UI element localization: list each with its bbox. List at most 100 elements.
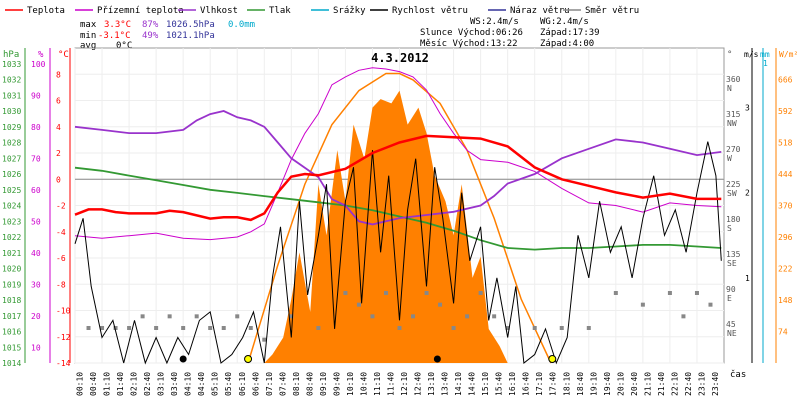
axis-hpa-tick: 1027 bbox=[2, 154, 21, 163]
axis-temp-tick: 8 bbox=[56, 70, 61, 79]
x-tick-label: 10:40 bbox=[359, 372, 368, 396]
axis-dir-label: N bbox=[727, 84, 732, 93]
info-moonset: Západ:4:00 bbox=[540, 39, 594, 49]
stats-max-hum: 87% bbox=[142, 20, 159, 30]
x-tick-label: 09:40 bbox=[332, 372, 341, 396]
axis-wm2-tick: 592 bbox=[778, 107, 793, 116]
axis-dir-deg: 360 bbox=[726, 75, 741, 84]
axis-wm2-tick: 74 bbox=[778, 328, 788, 337]
legend-label-0: Teplota bbox=[27, 6, 65, 16]
stats-max-temp: 3.3°C bbox=[104, 20, 131, 30]
x-tick-label: 07:10 bbox=[265, 372, 274, 396]
axis-ms-unit: m/s bbox=[744, 50, 759, 59]
x-tick-label: 12:40 bbox=[414, 372, 423, 396]
wind-dir-point bbox=[586, 326, 591, 330]
legend-label-7: Směr větru bbox=[585, 6, 639, 16]
axis-dir-label: SW bbox=[727, 189, 737, 198]
x-tick-label: 03:40 bbox=[170, 372, 179, 396]
legend-label-3: Tlak bbox=[269, 6, 291, 16]
axis-hpa-tick: 1015 bbox=[2, 343, 21, 352]
markers bbox=[179, 355, 557, 363]
stats-min-hum: 49% bbox=[142, 31, 159, 41]
x-tick-label: 20:10 bbox=[616, 372, 625, 396]
solar-theoretical-curve bbox=[247, 72, 552, 364]
series bbox=[74, 67, 722, 365]
axis-hpa-tick: 1029 bbox=[2, 123, 21, 132]
wind-dir-point bbox=[492, 314, 497, 319]
wind-dir-point bbox=[532, 326, 537, 330]
wind-dir-point bbox=[681, 314, 686, 319]
stats-header: max 3.3°C 87% 1026.5hPa 0.0mm min -3.1°C 49% 102… bbox=[80, 17, 600, 51]
axis-temp-tick: -8 bbox=[56, 280, 66, 289]
x-tick-label: 05:10 bbox=[211, 372, 220, 396]
x-tick-label: 17:40 bbox=[549, 372, 558, 396]
stats-avg-label: avg bbox=[80, 41, 96, 51]
x-tick-label: 23:10 bbox=[697, 372, 706, 396]
wind-dir-point bbox=[411, 314, 416, 319]
axis-hpa-tick: 1028 bbox=[2, 139, 21, 148]
wind-dir-point bbox=[424, 291, 429, 295]
axis-pct-tick: 90 bbox=[31, 91, 41, 100]
x-tick-label: 08:10 bbox=[292, 372, 301, 396]
wind-dir-point bbox=[221, 326, 226, 330]
axis-hpa-tick: 1025 bbox=[2, 186, 21, 195]
axis-ms-tick: 3 bbox=[745, 104, 750, 113]
stats-max-label: max bbox=[80, 20, 97, 30]
series-temperature bbox=[74, 134, 722, 222]
wind-dir-point bbox=[356, 302, 361, 307]
wind-dir-point bbox=[451, 326, 456, 330]
stats-max-press: 1026.5hPa bbox=[166, 20, 215, 30]
axis-hpa-tick: 1014 bbox=[2, 359, 21, 368]
series-humidity bbox=[74, 110, 722, 226]
info-ws: WS:2.4m/s bbox=[470, 17, 519, 27]
wind-dir-point bbox=[640, 302, 645, 307]
wind-dir-point bbox=[465, 314, 470, 319]
legend-label-5: Rychlost větru bbox=[392, 6, 468, 16]
axis-temp-tick: 2 bbox=[56, 149, 61, 158]
x-tick-label: 01:10 bbox=[103, 372, 112, 396]
x-tick-label: 16:40 bbox=[522, 372, 531, 396]
wind-dir-point bbox=[383, 291, 388, 295]
x-tick-label: 17:10 bbox=[535, 372, 544, 396]
x-tick-label: 18:40 bbox=[576, 372, 585, 396]
axis-wm2-tick: 370 bbox=[778, 202, 793, 211]
wind-dir-point bbox=[505, 326, 510, 330]
axis-dir-deg: 135 bbox=[726, 250, 741, 259]
axis-dir-deg: 90 bbox=[726, 285, 736, 294]
axis-mm-tick: 1 bbox=[763, 59, 768, 68]
axis-temp-tick: -10 bbox=[56, 307, 71, 316]
wind-dir-point bbox=[262, 337, 267, 342]
axis-dir-label: NE bbox=[727, 329, 737, 338]
solar-radiation bbox=[247, 72, 552, 364]
axis-dir-deg: 225 bbox=[726, 180, 741, 189]
x-tick-label: 04:10 bbox=[184, 372, 193, 396]
axis-temp-unit: °C bbox=[58, 50, 69, 60]
info-moonrise: Měsíc Východ:13:22 bbox=[420, 39, 518, 49]
wind-dir-point bbox=[140, 314, 145, 319]
x-tick-label: 18:10 bbox=[562, 372, 571, 396]
wind-dir-point bbox=[613, 291, 618, 295]
axis-temp-tick: -4 bbox=[56, 228, 66, 237]
x-tick-label: 20:40 bbox=[630, 372, 639, 396]
axis-hpa-tick: 1023 bbox=[2, 217, 21, 226]
solar-area bbox=[264, 90, 508, 363]
wind-dir-point bbox=[316, 326, 321, 330]
x-tick-label: 05:40 bbox=[224, 372, 233, 396]
axis-hpa-tick: 1016 bbox=[2, 328, 21, 337]
x-tick-label: 21:40 bbox=[657, 372, 666, 396]
axis-pct-tick: 30 bbox=[31, 280, 41, 289]
x-tick-label: 14:40 bbox=[468, 372, 477, 396]
x-tick-label: 14:10 bbox=[454, 372, 463, 396]
series-wind-speed bbox=[74, 141, 722, 365]
axis-hpa-tick: 1022 bbox=[2, 233, 21, 242]
wind-dir-point bbox=[289, 314, 294, 319]
chart-title: 4.3.2012 bbox=[371, 51, 429, 65]
stats-min-label: min bbox=[80, 31, 96, 41]
axis-ms-tick: 1 bbox=[745, 274, 750, 283]
x-tick-label: 23:40 bbox=[711, 372, 720, 396]
axis-hpa-tick: 1017 bbox=[2, 312, 21, 321]
axis-hpa-tick: 1018 bbox=[2, 296, 21, 305]
x-tick-label: 19:10 bbox=[589, 372, 598, 396]
